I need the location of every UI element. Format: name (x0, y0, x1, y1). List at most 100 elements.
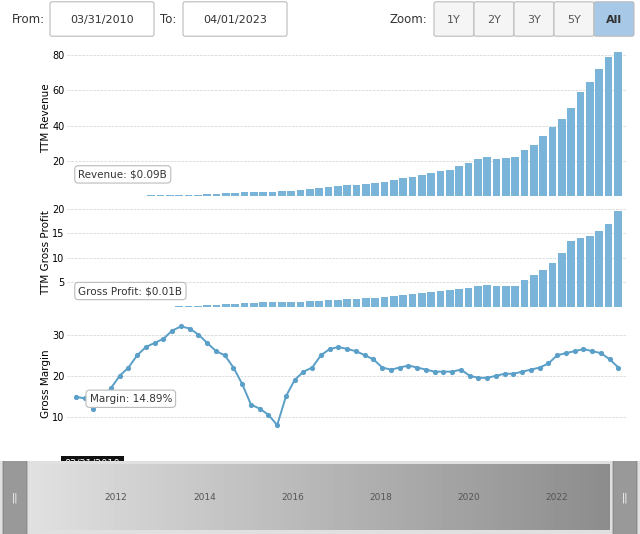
Bar (185, 306, 192, 307)
Text: 1Y: 1Y (447, 15, 461, 25)
Point (106, 384, 116, 392)
Bar (614, 211, 621, 307)
Bar (362, 298, 370, 307)
FancyBboxPatch shape (594, 2, 634, 36)
Point (543, 359, 554, 368)
Bar (409, 294, 416, 307)
Text: 3Y: 3Y (527, 15, 541, 25)
Bar (446, 290, 454, 307)
Point (281, 392, 291, 400)
Bar (428, 292, 435, 307)
Point (289, 375, 300, 384)
Bar (222, 304, 230, 307)
Bar (586, 236, 594, 307)
Bar (241, 303, 248, 307)
Point (508, 370, 518, 378)
Text: 2018: 2018 (369, 493, 392, 502)
Y-axis label: TTM Gross Profit: TTM Gross Profit (42, 210, 51, 295)
Text: ||: || (12, 492, 19, 502)
FancyBboxPatch shape (554, 2, 594, 36)
Point (124, 363, 134, 372)
Point (333, 343, 344, 351)
Bar (204, 194, 211, 196)
Bar (530, 145, 538, 196)
Bar (250, 303, 258, 307)
Text: 5Y: 5Y (567, 15, 581, 25)
Point (324, 345, 335, 354)
Bar (232, 193, 239, 196)
Point (79, 394, 90, 403)
Point (456, 365, 466, 374)
Point (360, 351, 370, 359)
Bar (558, 253, 566, 307)
Point (482, 374, 492, 382)
Bar (212, 304, 220, 307)
Bar (399, 178, 407, 196)
Point (438, 367, 449, 376)
Bar (287, 302, 295, 307)
Point (237, 380, 247, 388)
Point (211, 347, 221, 356)
Point (88, 404, 99, 413)
Point (534, 363, 545, 372)
Bar (521, 150, 528, 196)
Bar (540, 136, 547, 196)
Bar (483, 157, 491, 196)
Bar (418, 175, 426, 196)
Bar (465, 162, 472, 196)
Point (263, 411, 273, 419)
FancyBboxPatch shape (434, 2, 474, 36)
Point (97, 396, 108, 405)
Bar (316, 188, 323, 196)
Bar (465, 288, 472, 307)
FancyBboxPatch shape (613, 395, 637, 534)
Point (298, 367, 308, 376)
Bar (194, 194, 202, 196)
Point (517, 367, 527, 376)
Bar (446, 170, 454, 196)
Bar (511, 286, 519, 307)
Text: 2Y: 2Y (487, 15, 501, 25)
Bar (437, 291, 444, 307)
Point (412, 363, 422, 372)
Bar (194, 305, 202, 307)
Bar (511, 157, 519, 196)
Bar (259, 302, 267, 307)
Text: 03/31/2010: 03/31/2010 (65, 459, 120, 469)
Text: Margin: 14.89%: Margin: 14.89% (90, 394, 172, 404)
Point (342, 345, 352, 354)
Point (474, 374, 484, 382)
Point (570, 347, 580, 356)
Bar (568, 108, 575, 196)
Text: 2014: 2014 (193, 493, 216, 502)
Bar (222, 193, 230, 196)
Bar (381, 182, 388, 196)
Bar (278, 191, 285, 196)
Point (202, 339, 212, 347)
Point (403, 361, 413, 370)
Bar (390, 296, 397, 307)
Text: To:: To: (160, 13, 177, 26)
Point (115, 372, 125, 380)
Text: 04/01/2023: 04/01/2023 (203, 15, 267, 25)
Y-axis label: Gross Margin: Gross Margin (42, 350, 51, 418)
Text: 2020: 2020 (458, 493, 480, 502)
Text: 03/31/2010: 03/31/2010 (70, 15, 134, 25)
Point (500, 370, 510, 378)
Bar (241, 192, 248, 196)
Point (605, 355, 615, 364)
Point (596, 349, 606, 357)
Bar (483, 285, 491, 307)
Point (307, 363, 317, 372)
Bar (493, 286, 500, 307)
Point (193, 331, 204, 339)
FancyBboxPatch shape (474, 2, 514, 36)
Point (491, 372, 501, 380)
Bar (371, 183, 379, 196)
Bar (502, 158, 509, 196)
Text: 2012: 2012 (105, 493, 127, 502)
Bar (595, 69, 603, 196)
Bar (437, 171, 444, 196)
Bar (166, 195, 173, 196)
Bar (259, 192, 267, 196)
